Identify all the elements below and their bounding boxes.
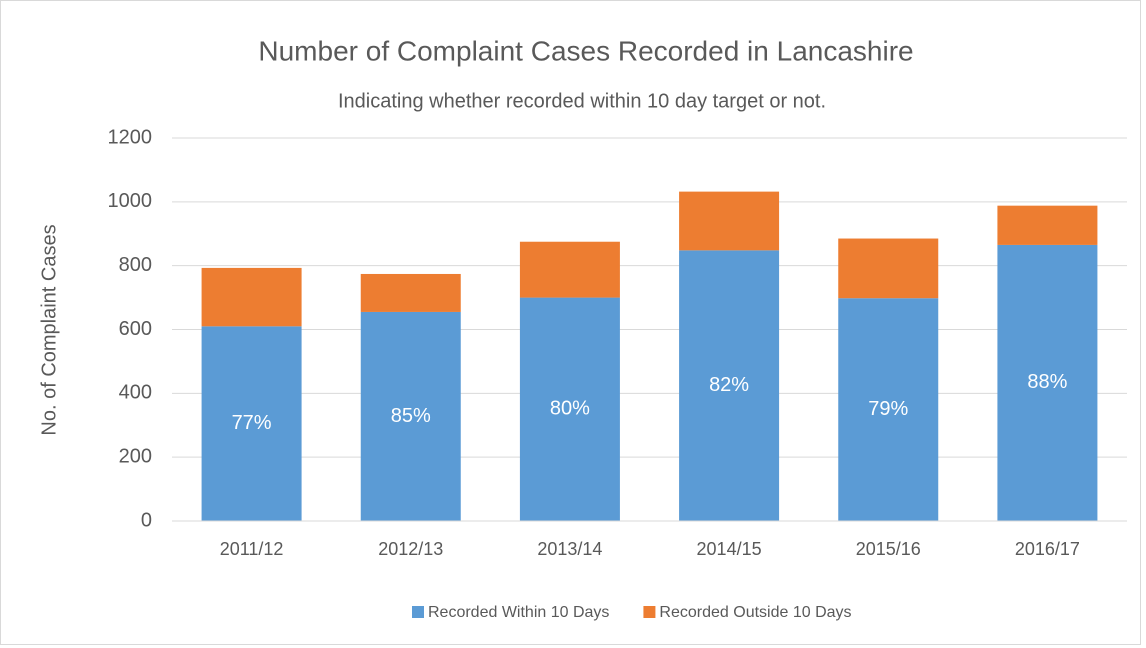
y-tick-label: 0 (141, 509, 152, 531)
bar-segment (201, 267, 302, 327)
legend-label: Recorded Outside 10 Days (659, 604, 851, 621)
x-tick-label: 2014/15 (697, 539, 762, 559)
bar-segment (838, 238, 939, 299)
y-axis-label: No. of Complaint Cases (38, 224, 60, 435)
x-tick-label: 2012/13 (378, 539, 443, 559)
x-tick-label: 2016/17 (1015, 539, 1080, 559)
chart-title: Number of Complaint Cases Recorded in La… (258, 35, 913, 66)
legend-swatch (643, 606, 656, 618)
bar-segment (201, 326, 302, 521)
y-tick-label: 1000 (108, 190, 153, 212)
data-label: 88% (1027, 371, 1067, 393)
data-label: 85% (391, 405, 431, 427)
legend-label: Recorded Within 10 Days (428, 604, 609, 621)
data-label: 79% (868, 398, 908, 420)
y-tick-label: 1200 (108, 126, 153, 148)
y-tick-label: 200 (119, 445, 152, 467)
bar-segment (679, 250, 780, 521)
bar-segment (997, 205, 1098, 245)
bar-segment (838, 298, 939, 521)
legend-swatch (412, 606, 424, 618)
bar-segment (519, 297, 620, 521)
bar-segment (519, 241, 620, 298)
bar-segment (360, 273, 461, 312)
y-tick-label: 600 (119, 318, 152, 340)
x-tick-label: 2011/12 (220, 539, 284, 559)
bar-segment (679, 191, 780, 251)
y-tick-label: 800 (119, 254, 152, 276)
bar-segment (360, 311, 461, 521)
x-tick-label: 2015/16 (856, 539, 921, 559)
x-tick-label: 2013/14 (537, 539, 602, 559)
data-label: 80% (550, 398, 590, 420)
data-label: 77% (232, 412, 272, 434)
y-tick-label: 400 (119, 382, 152, 404)
data-label: 82% (709, 374, 749, 396)
bar-segment (997, 244, 1098, 521)
chart-subtitle: Indicating whether recorded within 10 da… (338, 90, 826, 112)
